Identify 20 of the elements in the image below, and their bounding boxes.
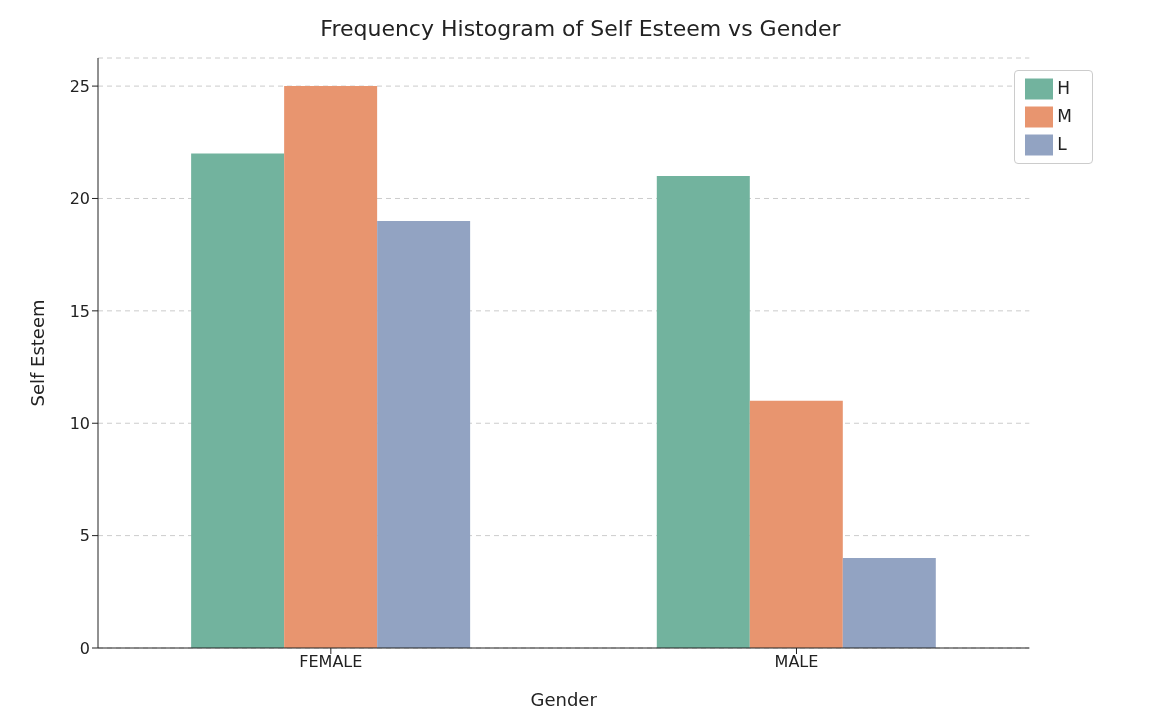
legend-label: M	[1057, 106, 1072, 126]
y-tick-label: 0	[79, 638, 90, 658]
y-tick-label: 20	[69, 189, 90, 209]
bar	[842, 558, 936, 648]
bar	[284, 86, 378, 648]
y-tick-label: 15	[69, 301, 90, 321]
bar	[749, 400, 843, 648]
bar	[656, 176, 750, 648]
y-tick-label: 25	[69, 76, 90, 96]
legend-label: L	[1057, 134, 1067, 154]
y-tick-label: 5	[79, 526, 90, 546]
y-axis-title: Self Esteem	[27, 299, 49, 407]
y-tick-label: 10	[69, 413, 90, 433]
bar	[377, 220, 471, 648]
bar	[191, 153, 285, 648]
x-axis-title: Gender	[530, 689, 598, 710]
legend-label: H	[1057, 78, 1071, 98]
x-tick-label: MALE	[774, 652, 819, 672]
chart-title: Frequency Histogram of Self Esteem vs Gender	[319, 15, 842, 43]
x-tick-label: FEMALE	[299, 652, 363, 672]
